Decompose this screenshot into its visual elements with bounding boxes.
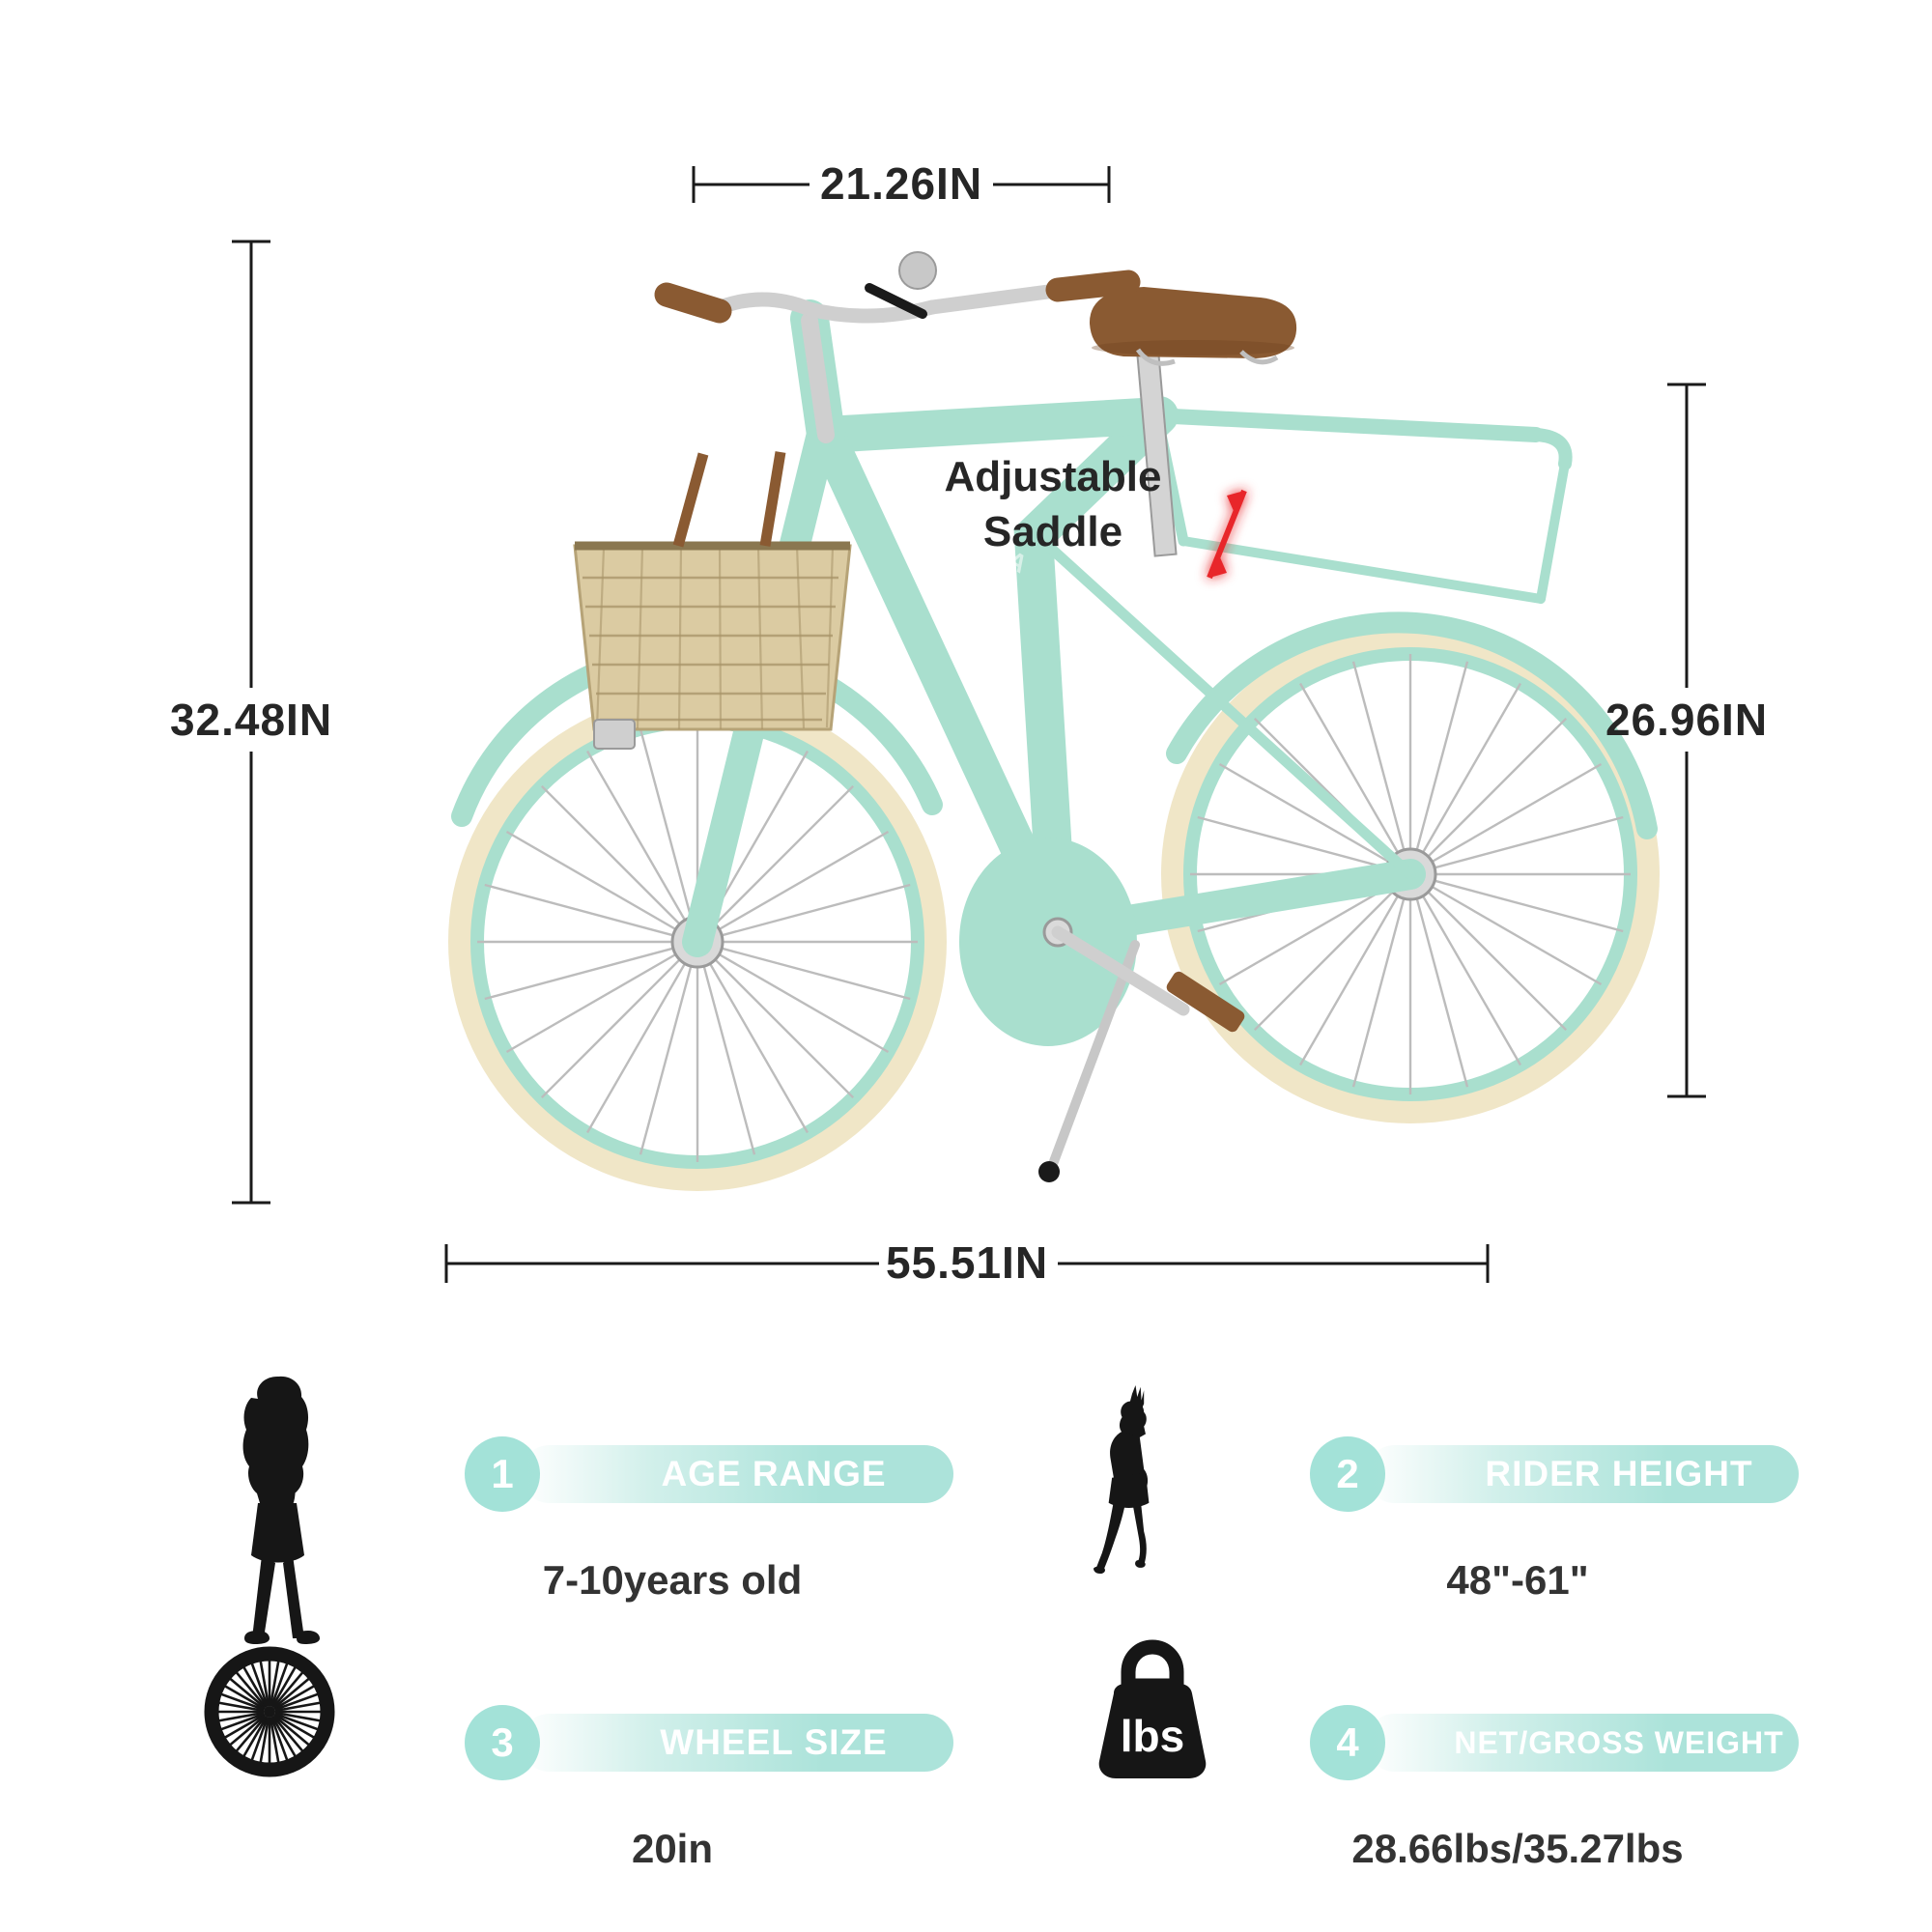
svg-text:lbs: lbs — [1121, 1711, 1184, 1761]
